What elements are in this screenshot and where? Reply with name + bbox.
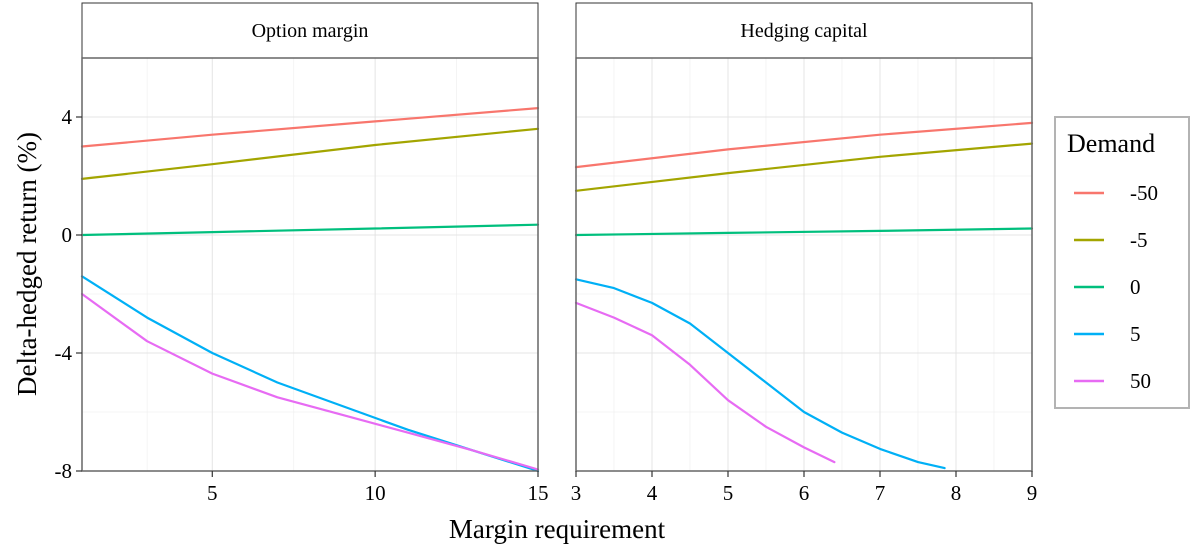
series-line-neg50-panel-1 bbox=[80, 107, 540, 148]
series-line-50-panel-1 bbox=[80, 292, 540, 471]
series-line-neg5-panel-2 bbox=[574, 142, 1034, 192]
y-axis-title: Delta-hedged return (%) bbox=[12, 132, 42, 396]
y-tick-label: 0 bbox=[62, 223, 73, 247]
x-tick-label-panel-1: 10 bbox=[365, 481, 386, 505]
legend-label-1: -50 bbox=[1130, 181, 1158, 205]
x-tick-label-panel-1: 15 bbox=[528, 481, 549, 505]
legend-title: Demand bbox=[1067, 129, 1155, 158]
x-axis-title: Margin requirement bbox=[449, 514, 666, 544]
x-tick-label-panel-2: 4 bbox=[647, 481, 658, 505]
legend-box bbox=[1054, 116, 1190, 409]
panel-strip-1 bbox=[81, 2, 539, 59]
legend-label-2: -5 bbox=[1130, 228, 1148, 252]
panel-strip-label-1: Option margin bbox=[252, 20, 369, 42]
series-line-5-panel-2 bbox=[574, 278, 946, 470]
panel-background-1 bbox=[82, 58, 538, 471]
y-tick-label: -8 bbox=[55, 459, 73, 483]
series-line-0-panel-2 bbox=[574, 227, 1034, 237]
legend-label-4: 5 bbox=[1130, 322, 1141, 346]
x-tick-label-panel-2: 6 bbox=[799, 481, 810, 505]
panel-strip-2 bbox=[575, 2, 1033, 59]
series-line-50-panel-2 bbox=[574, 301, 836, 464]
x-tick-label-panel-2: 7 bbox=[875, 481, 886, 505]
series-line-neg50-panel-2 bbox=[574, 121, 1034, 169]
x-tick-label-panel-1: 5 bbox=[207, 481, 218, 505]
panel-border-1 bbox=[81, 57, 539, 472]
panel-strip-label-2: Hedging capital bbox=[740, 20, 868, 42]
legend-label-3: 0 bbox=[1130, 275, 1141, 299]
x-tick-label-panel-2: 9 bbox=[1027, 481, 1038, 505]
x-tick-label-panel-2: 5 bbox=[723, 481, 734, 505]
series-line-neg5-panel-1 bbox=[80, 127, 540, 180]
y-tick-label: -4 bbox=[55, 341, 73, 365]
x-tick-label-panel-2: 3 bbox=[571, 481, 582, 505]
y-tick-label: 4 bbox=[62, 105, 73, 129]
series-line-0-panel-1 bbox=[80, 223, 540, 237]
legend-label-5: 50 bbox=[1130, 369, 1151, 393]
x-tick-label-panel-2: 8 bbox=[951, 481, 962, 505]
